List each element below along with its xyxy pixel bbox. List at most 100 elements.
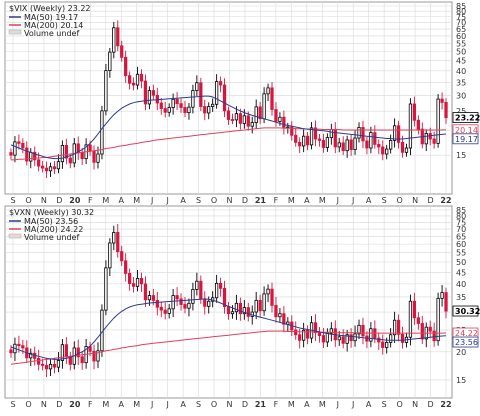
vxn-candle-body [349, 334, 353, 342]
vix-candle [341, 136, 345, 156]
vix-y-tick-label: 80 [456, 7, 466, 16]
vix-candle [222, 78, 227, 118]
vxn-x-tick-label: A [366, 400, 372, 409]
vxn-x-tick-label: J [351, 400, 354, 409]
vxn-candle-body [302, 329, 306, 341]
vix-x-tick-label: J [336, 196, 339, 205]
vix-candle [412, 96, 417, 127]
vix-candle-body [317, 138, 322, 141]
vix-candle [112, 21, 116, 59]
vix-candle [317, 133, 322, 147]
vix-candle [270, 82, 274, 116]
vxn-x-tick-label: J [336, 400, 339, 409]
vxn-candle [159, 301, 163, 318]
vix-x-axis-ticks: S O N D 20 F M A M J J A S O N D 21 F M A M J J A S O N D 22 [10, 196, 451, 205]
vxn-candle [266, 284, 270, 303]
vxn-candle-body [139, 277, 144, 285]
vix-y-tick-label: 45 [456, 57, 466, 66]
vxn-candle-body [163, 309, 167, 314]
vix-x-tick-label: N [412, 196, 418, 205]
vix-candle [416, 115, 420, 135]
vxn-candle [420, 315, 424, 344]
vix-candle-body [357, 127, 361, 139]
vix-candle [389, 134, 393, 154]
vix-x-tick-label: M [102, 196, 109, 205]
vix-candle [298, 137, 302, 154]
vxn-x-tick-label: M [288, 400, 295, 409]
vxn-candle [128, 268, 132, 291]
vix-candle [361, 120, 365, 149]
vix-y-tick-label: 60 [456, 32, 466, 41]
vix-candle [309, 122, 314, 150]
vix-candle-body [298, 141, 302, 147]
vxn-y-tick-label: 70 [456, 225, 466, 234]
vix-candle-body [309, 127, 314, 146]
vix-candle-body [444, 102, 448, 119]
vix-candle-body [302, 135, 306, 147]
vxn-y-tick-label: 40 [456, 280, 466, 289]
vix-y-tick-label: 35 [456, 78, 466, 87]
vix-candle [167, 103, 171, 117]
vix-candle [357, 122, 361, 143]
vix-candle [230, 113, 235, 125]
vxn-candle [234, 294, 239, 320]
vix-candle-body [108, 51, 112, 71]
vix-candle [432, 131, 436, 149]
vxn-price-label-text: 30.32 [455, 307, 480, 316]
vxn-candle [389, 328, 393, 348]
vix-candle-body [329, 129, 333, 138]
vxn-candle-body [321, 335, 326, 343]
vix-candle-body [416, 119, 420, 130]
vix-candle-body [80, 152, 84, 160]
vix-candle-body [167, 107, 171, 113]
vix-candle-body [266, 87, 270, 95]
vix-candle-body [112, 27, 116, 53]
vix-candle-body [385, 148, 389, 155]
vxn-candle [321, 328, 326, 349]
vxn-candle-body [262, 293, 266, 312]
vix-candle [17, 134, 21, 150]
vix-candle-body [191, 90, 195, 108]
vix-candle-body [270, 87, 274, 110]
vix-candle [68, 153, 72, 169]
vxn-candle-body [64, 344, 68, 358]
vxn-candle-body [377, 337, 381, 343]
vxn-y-tick-label: 35 [456, 293, 466, 302]
vxn-candle [171, 288, 175, 318]
vxn-candle [270, 282, 274, 313]
vix-candle-body [440, 98, 444, 103]
vix-candle-body [183, 107, 187, 114]
vxn-candle-body [179, 298, 183, 305]
vxn-candle [222, 280, 227, 314]
vxn-candle [179, 293, 183, 311]
vix-candle-body [396, 125, 401, 143]
vix-candle-body [131, 82, 136, 86]
vix-candle-body [262, 93, 266, 120]
vix-candle [100, 105, 104, 160]
vxn-candle [381, 334, 385, 355]
vxn-candle-body [266, 288, 270, 295]
vxn-candle-body [187, 302, 191, 309]
vix-x-tick-label: A [180, 196, 186, 205]
vix-candle [381, 140, 385, 161]
vxn-y-tick-label: 75 [456, 218, 466, 227]
vix-x-tick-label: N [41, 196, 47, 205]
vix-candle [215, 74, 219, 109]
vix-candle-body [64, 144, 68, 159]
vix-y-tick-label: 25 [456, 107, 466, 116]
vix-y-tick-label: 15 [456, 151, 466, 160]
vxn-candle-body [44, 365, 49, 370]
vix-candle-body [60, 144, 65, 163]
vxn-candle [60, 338, 65, 369]
vix-candle-body [341, 142, 345, 152]
vxn-candle-body [183, 304, 187, 309]
vix-candle-body [52, 166, 57, 170]
vxn-candle-body [282, 313, 286, 325]
vxn-y-axis-ticks: 152025303540455055606570758085 [456, 206, 466, 385]
vix-candle [211, 98, 215, 112]
vix-candle-body [226, 110, 231, 120]
vix-y-tick-label: 75 [456, 13, 466, 22]
vxn-candle-body [400, 333, 405, 343]
vxn-candle [104, 260, 108, 316]
vix-candle-body [258, 106, 262, 120]
